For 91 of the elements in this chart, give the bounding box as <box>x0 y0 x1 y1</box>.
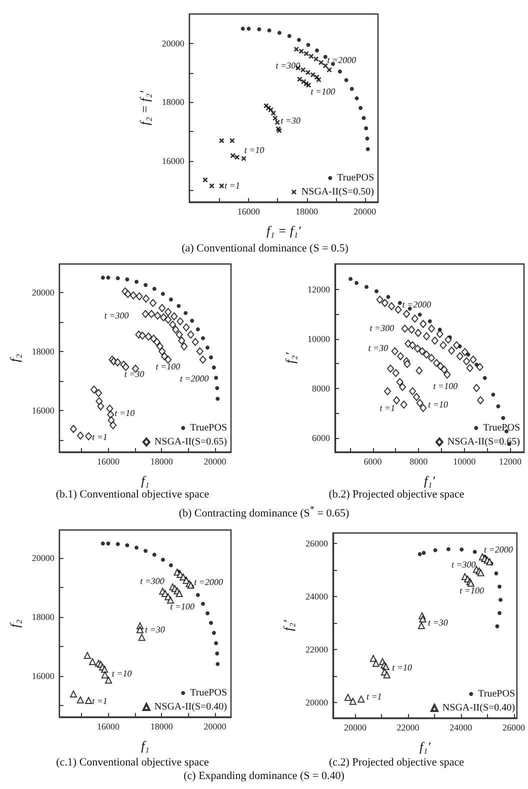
x-axis-title: f₁ <box>141 738 150 753</box>
y-tick-label: 20000 <box>32 553 55 564</box>
annotation: t =1 <box>92 696 108 706</box>
annotation: t =30 <box>368 342 389 353</box>
y-tick-label: 22000 <box>306 644 328 654</box>
legend-label: NSGA-II(S=0.40) <box>442 702 515 714</box>
x-tick-label: 26000 <box>502 722 526 732</box>
annotation: t =10 <box>114 408 136 418</box>
annotation: t =2000 <box>402 300 432 310</box>
annotation: t =30 <box>428 617 448 628</box>
annotation: t =1 <box>224 180 240 190</box>
annotation: t =2000 <box>194 576 224 587</box>
y-tick-label: 12000 <box>308 284 330 294</box>
annotation: t =1 <box>366 692 382 702</box>
annotation: t =10 <box>428 400 448 410</box>
x-tick-label: 16000 <box>237 206 260 216</box>
annotation: t =100 <box>310 86 336 97</box>
y-tick-label: 16000 <box>32 406 55 416</box>
x-tick-label: 18000 <box>296 206 319 216</box>
legend-label: TruePOS <box>190 422 228 434</box>
y-tick-label: 16000 <box>162 156 185 166</box>
x-tick-label: 20000 <box>204 456 227 466</box>
x-axis-title: f₁′ <box>419 739 431 754</box>
x-tick-label: 10000 <box>453 456 476 466</box>
y-tick-label: 18000 <box>32 612 55 622</box>
annotation: t =300 <box>370 322 395 333</box>
x-tick-label: 18000 <box>150 722 174 732</box>
legend-label: TruePOS <box>337 172 374 184</box>
y-tick-label: 20000 <box>32 287 55 298</box>
x-tick-label: 20000 <box>344 722 367 732</box>
x-tick-label: 16000 <box>96 456 120 466</box>
annotation: t =10 <box>392 662 412 673</box>
text: (c.2) Projected objective space <box>329 756 464 768</box>
y-axis-title: f₂′ <box>282 352 298 364</box>
y-tick-label: 26000 <box>306 538 328 549</box>
annotation: t =300 <box>451 559 476 570</box>
x-tick-label: 24000 <box>450 722 473 732</box>
annotation: t =1 <box>380 403 396 414</box>
annotation: t =30 <box>280 115 302 126</box>
annotation: t =30 <box>124 368 145 379</box>
y-tick-label: 20000 <box>162 38 185 48</box>
legend-label: TruePOS <box>478 688 516 700</box>
annotation: t =2000 <box>327 54 357 65</box>
x-axis-title: f₁ <box>141 473 150 488</box>
legend-label: TruePOS <box>190 688 228 698</box>
legend-label: NSGA-II(S=0.65) <box>154 436 227 448</box>
y-tick-label: 18000 <box>162 97 185 108</box>
legend-label: NSGA-II(S=0.50) <box>301 186 374 198</box>
y-tick-label: 24000 <box>306 592 328 602</box>
annotation: t =300 <box>104 310 130 321</box>
annotation: t =100 <box>433 381 458 392</box>
annotation: t =1 <box>92 432 108 442</box>
x-tick-label: 16000 <box>96 722 120 732</box>
annotation: t =2000 <box>180 374 210 384</box>
x-tick-label: 12000 <box>499 456 522 466</box>
annotation: t =100 <box>460 586 484 596</box>
annotation: t =2000 <box>484 544 514 554</box>
annotation: t =30 <box>145 624 166 635</box>
y-tick-label: 8000 <box>312 383 330 394</box>
x-axis-title: f₁′ <box>424 473 436 488</box>
x-tick-label: 8000 <box>410 456 428 466</box>
y-tick-label: 16000 <box>32 670 55 681</box>
x-tick-label: 20000 <box>354 206 377 216</box>
x-axis-title: f₁ = f₁′ <box>266 223 302 238</box>
annotation: t =300 <box>276 60 301 71</box>
annotation: t =10 <box>112 668 132 678</box>
text: (c.1) Conventional objective space <box>56 756 209 768</box>
annotation: t =10 <box>244 144 265 155</box>
x-tick-label: 6000 <box>364 456 382 466</box>
y-axis-title: f₂ <box>7 353 22 362</box>
y-tick-label: 18000 <box>32 346 55 356</box>
text: (c) Expanding dominance (S = 0.40) <box>182 770 346 782</box>
y-tick-label: 20000 <box>306 697 328 708</box>
y-axis-title: f₂ <box>7 618 22 628</box>
legend-label: NSGA-II(S=0.40) <box>154 702 227 712</box>
y-axis-title: f₂ = f₂′ <box>137 90 152 126</box>
text: (b.2) Projected objective space <box>328 488 464 500</box>
y-axis-title: f₂′ <box>280 620 296 631</box>
text: (b) Contracting dominance (S$^{*}$ = 0.65) <box>178 504 350 520</box>
legend-label: TruePOS <box>483 422 520 434</box>
y-tick-label: 6000 <box>312 432 330 443</box>
x-tick-label: 20000 <box>204 722 227 732</box>
annotation: t =300 <box>140 576 165 586</box>
text: (a) Conventional dominance (S = 0.5) <box>182 242 349 254</box>
legend-label: NSGA-II(S=0.65) <box>447 436 520 448</box>
annotation: t =100 <box>156 361 181 372</box>
annotation: t =100 <box>170 602 195 612</box>
x-tick-label: 22000 <box>396 722 420 732</box>
x-tick-label: 18000 <box>150 456 174 466</box>
text: (b.1) Conventional objective space <box>56 488 210 500</box>
y-tick-label: 10000 <box>308 334 330 344</box>
